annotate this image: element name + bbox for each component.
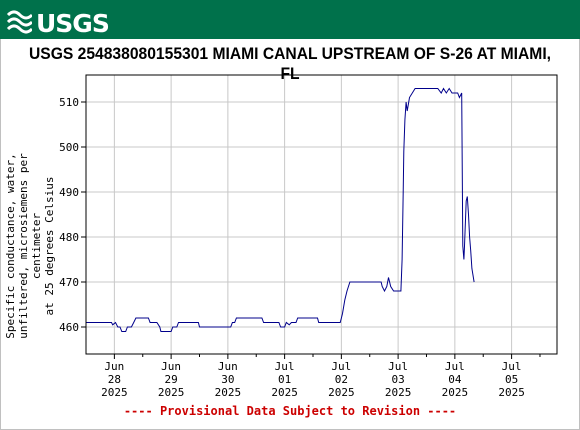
x-tick-label: 2025 [328, 386, 355, 399]
x-tick-label: Jul [331, 360, 351, 373]
x-tick-label: Jul [502, 360, 522, 373]
conductance-series-line [86, 87, 475, 332]
x-tick-labels: Jun282025Jun292025Jun302025Jul012025Jul0… [101, 360, 525, 399]
usgs-banner: USGS [0, 0, 580, 39]
y-tick-label: 500 [59, 141, 79, 154]
x-tick-label: 01 [278, 373, 291, 386]
usgs-wave-icon [6, 10, 32, 34]
y-tick-label: 510 [59, 96, 79, 109]
x-tick-label: 28 [108, 373, 121, 386]
plot-border [85, 74, 558, 355]
x-tick-label: 2025 [158, 386, 185, 399]
x-tick-label: 2025 [271, 386, 298, 399]
y-tick-label: 490 [59, 186, 79, 199]
y-tick-labels: 460 470 480 490 500 510 [59, 96, 79, 334]
usgs-logo[interactable]: USGS [6, 5, 110, 38]
x-tick-label: Jul [445, 360, 465, 373]
chart-title: USGS 254838080155301 MIAMI CANAL UPSTREA… [28, 44, 552, 83]
x-tick-label: 2025 [498, 386, 525, 399]
x-tick-label: Jul [275, 360, 295, 373]
provisional-notice: ---- Provisional Data Subject to Revisio… [123, 404, 457, 418]
y-tick-label: 470 [59, 276, 79, 289]
x-tick-label: 04 [448, 373, 462, 386]
x-tick-label: 02 [335, 373, 348, 386]
y-tick-label: 460 [59, 321, 79, 334]
x-tick-label: 03 [391, 373, 404, 386]
y-tick-label: 480 [59, 231, 79, 244]
x-tick-label: 2025 [442, 386, 469, 399]
x-tick-label: 29 [164, 373, 177, 386]
grid-lines [81, 75, 557, 359]
x-tick-label: 2025 [101, 386, 128, 399]
x-tick-label: Jul [388, 360, 408, 373]
x-tick-label: Jun [218, 360, 238, 373]
x-tick-label: 2025 [215, 386, 242, 399]
x-tick-label: Jun [161, 360, 181, 373]
x-tick-label: 30 [221, 373, 234, 386]
x-tick-label: 2025 [385, 386, 412, 399]
x-tick-label: 05 [505, 373, 518, 386]
x-tick-label: Jun [104, 360, 124, 373]
plot-series [86, 87, 475, 332]
usgs-logo-text: USGS [36, 9, 110, 38]
